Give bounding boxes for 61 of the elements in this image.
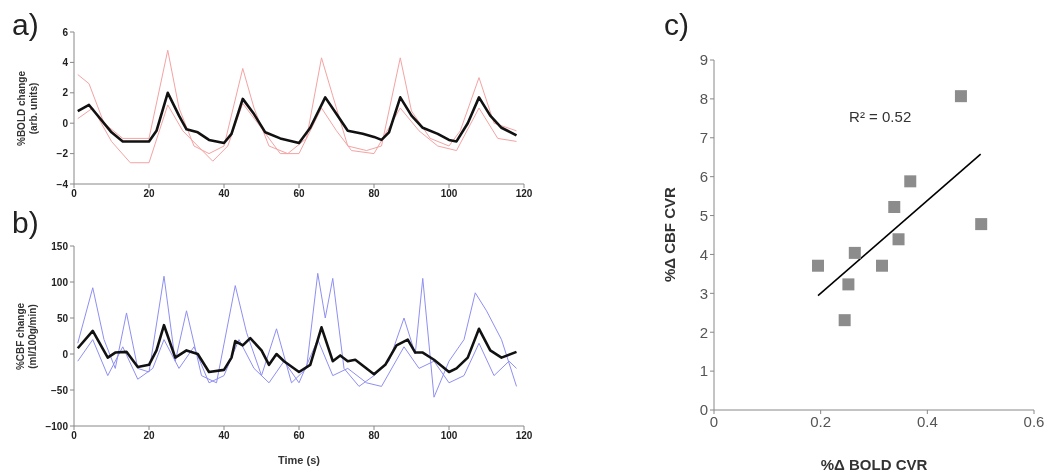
- x-tick-label: 100: [440, 188, 458, 200]
- y-tick-label: 7: [699, 129, 708, 147]
- x-tick-label: 0: [71, 188, 78, 200]
- y-tick-label: 5: [699, 206, 708, 224]
- x-tick-label: 20: [143, 188, 155, 200]
- y-tick-label: −50: [51, 384, 69, 396]
- point: [954, 90, 967, 103]
- y-tick-label: 0: [699, 401, 708, 419]
- point: [876, 259, 888, 272]
- y-tick-label: 8: [699, 90, 708, 108]
- point: [842, 278, 855, 291]
- y-tick-label: −4: [56, 178, 69, 190]
- y-tick-label: 6: [62, 26, 69, 38]
- y-tick-label: −100: [45, 420, 69, 432]
- y-tick-label: 150: [51, 240, 69, 252]
- y-tick-label: 0: [62, 348, 69, 360]
- y-tick-label: 4: [62, 56, 69, 68]
- x-tick-label: 20: [143, 430, 155, 442]
- x-tick-label: 100: [440, 430, 458, 442]
- point: [975, 218, 988, 231]
- line-series: [76, 323, 518, 376]
- y-tick-label: 3: [699, 284, 708, 302]
- y-tick-label: 4: [699, 245, 708, 263]
- y-tick-label: 9: [699, 51, 708, 69]
- x-tick-label: 60: [293, 188, 305, 200]
- x-tick-label: 0.6: [1023, 412, 1045, 430]
- point: [888, 201, 901, 213]
- y-tick-label: −2: [56, 148, 69, 160]
- chart-title: a): [12, 8, 39, 42]
- x-tick-label: 40: [218, 430, 230, 442]
- y-tick-label: 2: [62, 87, 69, 99]
- x-tick-label: 60: [293, 430, 305, 442]
- point: [848, 246, 861, 259]
- x-tick-label: 120: [515, 430, 533, 442]
- x-tick-label: 80: [368, 430, 380, 442]
- chart-title: b): [12, 206, 39, 240]
- annotation: R² = 0.52: [849, 108, 912, 125]
- y-tick-label: 1: [699, 362, 708, 380]
- x-tick-label: 0.4: [916, 412, 938, 430]
- x-tick-label: 0: [71, 430, 78, 442]
- chart-title: c): [664, 8, 689, 42]
- x-tick-label: 40: [218, 188, 230, 200]
- y-axis-title: %CBF change (ml/100g/min): [15, 302, 39, 370]
- point: [904, 175, 917, 188]
- y-tick-label: 100: [51, 276, 69, 288]
- point: [812, 259, 824, 272]
- x-axis-title: %Δ BOLD CVR: [820, 456, 928, 473]
- point: [892, 233, 905, 246]
- y-tick-label: 6: [699, 167, 708, 185]
- x-tick-label: 120: [515, 188, 533, 200]
- point: [838, 314, 851, 327]
- y-tick-label: 0: [62, 117, 69, 129]
- y-tick-label: 2: [699, 323, 708, 341]
- x-tick-label: 80: [368, 188, 380, 200]
- line-series: [77, 272, 517, 398]
- y-axis-title: %BOLD change (arb. units): [15, 70, 39, 146]
- y-tick-label: 50: [56, 312, 69, 324]
- x-tick-label: 0.2: [810, 412, 832, 430]
- x-axis-title: Time (s): [278, 454, 321, 466]
- y-axis-title: %Δ CBF CVR: [660, 187, 678, 283]
- line-series: [76, 91, 518, 145]
